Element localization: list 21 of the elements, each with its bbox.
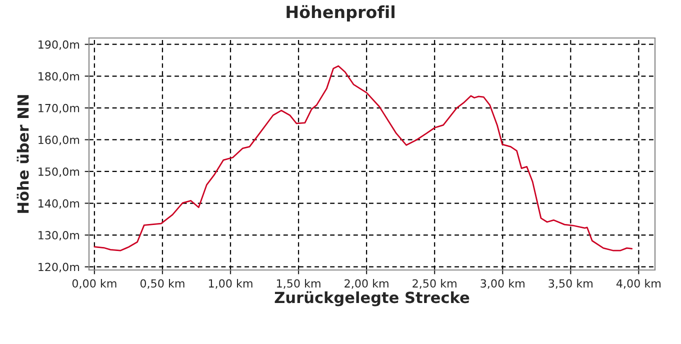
y-tick-label: 120,0m: [38, 262, 80, 272]
y-tick-label: 170,0m: [38, 104, 80, 114]
y-axis-title: Höhe über NN: [16, 95, 29, 213]
x-tick-label: 1,00 km: [208, 279, 252, 289]
x-tick-label: 1,50 km: [276, 279, 320, 289]
x-tick-label: 0,00 km: [72, 279, 116, 289]
y-tick-label: 140,0m: [38, 199, 80, 209]
chart-title: Höhenprofil: [286, 5, 394, 22]
line-series: [94, 65, 633, 252]
x-tick-label: 3,50 km: [548, 279, 592, 289]
y-tick-label: 180,0m: [38, 72, 80, 82]
x-tick-label: 0,50 km: [140, 279, 184, 289]
x-tick-label: 2,50 km: [412, 279, 456, 289]
y-tick-label: 150,0m: [38, 167, 80, 177]
x-tick-label: 2,00 km: [344, 279, 388, 289]
x-tick-label: 4,00 km: [616, 279, 660, 289]
y-tick-label: 130,0m: [38, 231, 80, 241]
x-axis-title: Zurückgelegte Strecke: [274, 291, 470, 306]
x-tick-label: 3,00 km: [480, 279, 524, 289]
y-tick-label: 190,0m: [38, 40, 80, 50]
y-tick-label: 160,0m: [38, 136, 80, 146]
